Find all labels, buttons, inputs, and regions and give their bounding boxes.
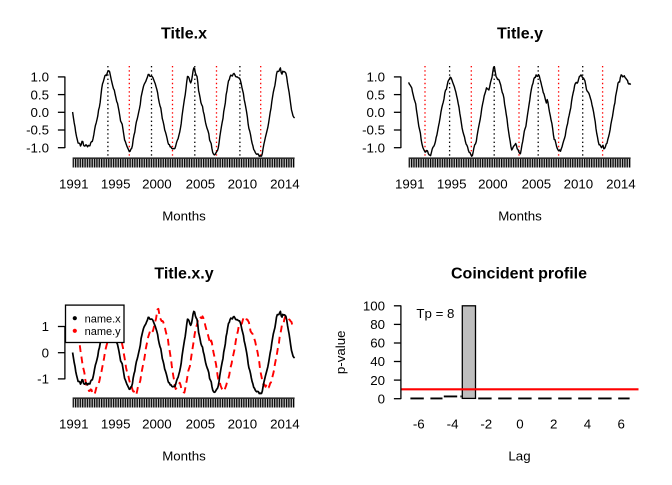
svg-text:2010: 2010	[564, 177, 594, 192]
svg-text:100: 100	[363, 299, 385, 314]
svg-text:1.0: 1.0	[31, 70, 50, 85]
svg-text:Title.x: Title.x	[161, 26, 207, 43]
svg-text:Tp = 8: Tp = 8	[416, 306, 454, 321]
svg-text:4: 4	[584, 417, 591, 432]
svg-text:-4: -4	[447, 417, 459, 432]
svg-text:-1.0: -1.0	[26, 140, 49, 155]
svg-text:2005: 2005	[186, 177, 216, 192]
svg-text:2000: 2000	[142, 417, 172, 432]
svg-text:-0.5: -0.5	[26, 123, 49, 138]
svg-text:0.5: 0.5	[31, 87, 50, 102]
svg-text:-1.0: -1.0	[362, 140, 385, 155]
svg-text:2010: 2010	[228, 417, 258, 432]
svg-text:-2: -2	[480, 417, 492, 432]
svg-text:2: 2	[550, 417, 557, 432]
svg-text:2014: 2014	[606, 177, 636, 192]
svg-text:2000: 2000	[142, 177, 172, 192]
svg-text:80: 80	[370, 317, 385, 332]
svg-text:0.0: 0.0	[31, 105, 50, 120]
svg-text:1995: 1995	[101, 417, 131, 432]
svg-text:2000: 2000	[478, 177, 508, 192]
svg-text:2014: 2014	[270, 417, 300, 432]
svg-text:2014: 2014	[270, 177, 300, 192]
svg-text:Months: Months	[162, 448, 206, 463]
svg-text:p-value: p-value	[333, 330, 348, 374]
svg-text:name.y: name.y	[85, 326, 122, 338]
svg-text:2005: 2005	[522, 177, 552, 192]
svg-text:40: 40	[370, 354, 385, 369]
svg-text:1991: 1991	[59, 417, 89, 432]
svg-text:60: 60	[370, 336, 385, 351]
svg-text:6: 6	[617, 417, 624, 432]
svg-text:0: 0	[42, 345, 49, 360]
svg-text:0.5: 0.5	[367, 87, 386, 102]
svg-text:0: 0	[516, 417, 523, 432]
svg-text:1995: 1995	[437, 177, 467, 192]
svg-text:name.x: name.x	[85, 313, 122, 325]
svg-text:-1: -1	[37, 372, 49, 387]
svg-text:0.0: 0.0	[367, 105, 386, 120]
svg-text:Months: Months	[498, 208, 542, 223]
svg-text:2005: 2005	[186, 417, 216, 432]
svg-text:1991: 1991	[59, 177, 89, 192]
svg-text:1995: 1995	[101, 177, 131, 192]
svg-text:Title.x.y: Title.x.y	[154, 266, 213, 283]
svg-text:Lag: Lag	[508, 448, 530, 463]
svg-text:1.0: 1.0	[367, 70, 386, 85]
svg-text:20: 20	[370, 373, 385, 388]
svg-text:Title.y: Title.y	[497, 26, 543, 43]
svg-text:1991: 1991	[395, 177, 425, 192]
svg-text:Months: Months	[162, 208, 206, 223]
svg-text:-0.5: -0.5	[362, 123, 385, 138]
svg-text:Coincident profile: Coincident profile	[451, 266, 587, 283]
svg-text:-6: -6	[413, 417, 425, 432]
svg-text:2010: 2010	[228, 177, 258, 192]
svg-text:1: 1	[42, 319, 49, 334]
svg-text:0: 0	[378, 391, 385, 406]
